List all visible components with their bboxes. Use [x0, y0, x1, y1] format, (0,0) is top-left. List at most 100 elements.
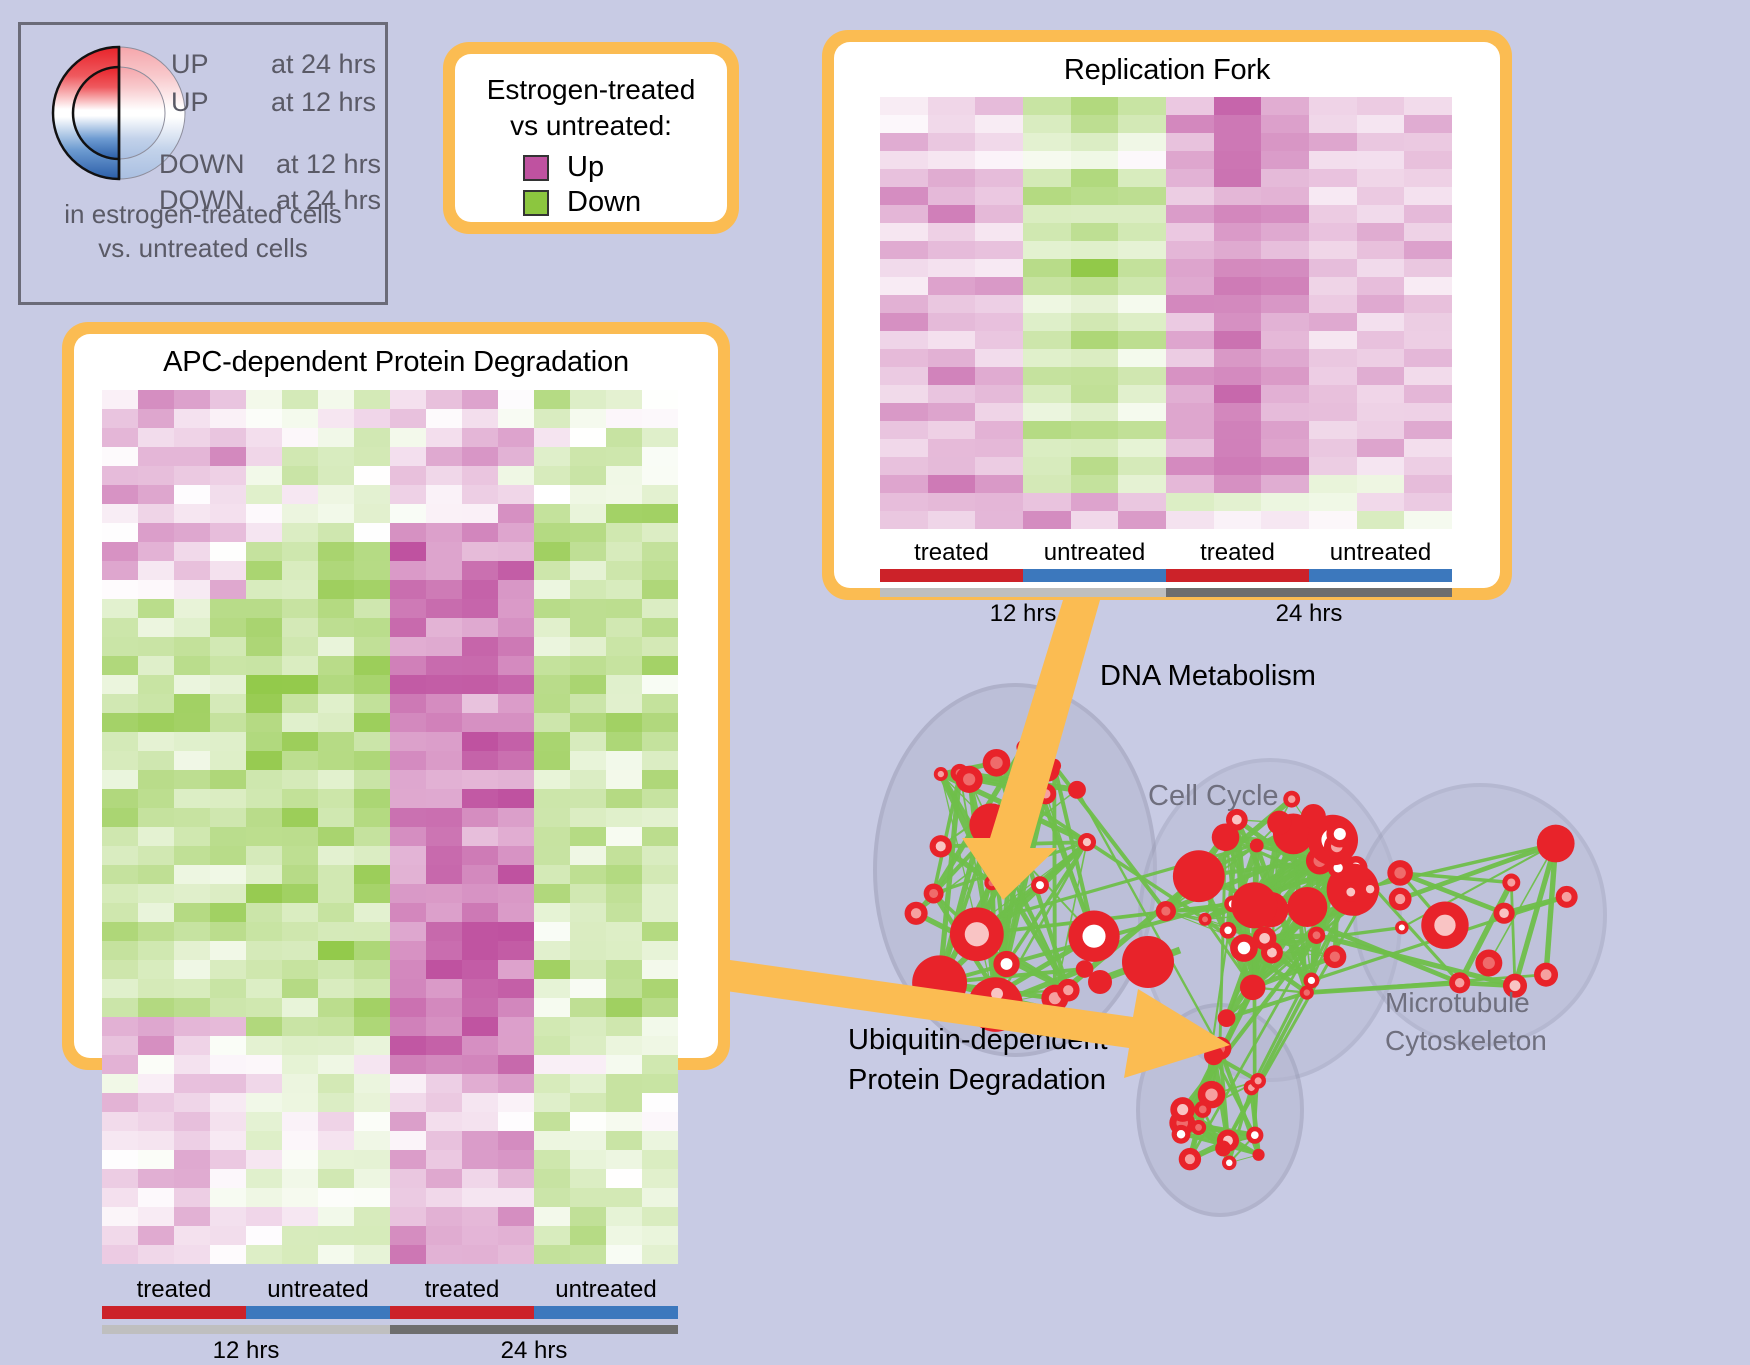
group-label-3: untreated: [1309, 539, 1452, 567]
heatmap-cell: [246, 998, 282, 1017]
heatmap-cell: [642, 447, 678, 466]
heatmap-cell: [606, 390, 642, 409]
heatmap-cell: [462, 751, 498, 770]
heatmap-cell: [1023, 223, 1071, 241]
heatmap-cell: [498, 485, 534, 504]
heatmap-cell: [174, 447, 210, 466]
heatmap-cell: [534, 865, 570, 884]
heatmap-cell: [354, 865, 390, 884]
heatmap-cell: [282, 884, 318, 903]
heatmap-cell: [138, 542, 174, 561]
heatmap-cell: [1118, 259, 1166, 277]
heatmap-cell: [498, 618, 534, 637]
cluster-label-dna-metabolism: DNA Metabolism: [1100, 660, 1316, 693]
heatmap-cell: [426, 846, 462, 865]
network-node-core: [1483, 957, 1495, 969]
heatmap-cell: [880, 241, 928, 259]
heatmap-cell: [880, 295, 928, 313]
heatmap-cell: [462, 409, 498, 428]
heatmap-cell: [102, 1017, 138, 1036]
updown-legend-panel: Estrogen-treated vs untreated: Up Down: [443, 42, 739, 234]
heatmap-cell: [138, 1226, 174, 1245]
heatmap-cell: [928, 367, 976, 385]
heatmap-cell: [1404, 187, 1452, 205]
heatmap-cell: [282, 656, 318, 675]
heatmap-cell: [282, 409, 318, 428]
heatmap-cell: [642, 1226, 678, 1245]
apc-degradation-inner: APC-dependent Protein Degradation treate…: [74, 334, 718, 1058]
heatmap-cell: [570, 998, 606, 1017]
key-label-up-24-time: at 24 hrs: [271, 49, 376, 80]
heatmap-cell: [354, 1112, 390, 1131]
heatmap-cell: [1118, 223, 1166, 241]
legend-item-up: Up: [523, 150, 727, 185]
heatmap-cell: [390, 789, 426, 808]
legend-title-line2: vs untreated:: [455, 108, 727, 144]
heatmap-cell: [1309, 475, 1357, 493]
heatmap-cell: [426, 903, 462, 922]
apc-time-bar-24: [390, 1325, 678, 1334]
legend-inner: Estrogen-treated vs untreated: Up Down: [455, 54, 727, 222]
heatmap-cell: [390, 1017, 426, 1036]
heatmap-cell: [1071, 223, 1119, 241]
heatmap-cell: [880, 511, 928, 529]
heatmap-cell: [282, 808, 318, 827]
heatmap-cell: [498, 466, 534, 485]
heatmap-cell: [570, 808, 606, 827]
heatmap-cell: [1214, 457, 1262, 475]
heatmap-cell: [642, 637, 678, 656]
heatmap-cell: [1071, 187, 1119, 205]
cluster-label-ubiquitin-line1: Ubiquitin-dependent: [848, 1020, 1108, 1060]
heatmap-cell: [246, 599, 282, 618]
heatmap-cell: [1071, 259, 1119, 277]
heatmap-cell: [880, 493, 928, 511]
heatmap-cell: [606, 960, 642, 979]
heatmap-cell: [318, 1112, 354, 1131]
heatmap-cell: [498, 561, 534, 580]
heatmap-cell: [390, 390, 426, 409]
heatmap-cell: [138, 561, 174, 580]
heatmap-cell: [498, 1169, 534, 1188]
heatmap-cell: [1357, 385, 1405, 403]
heatmap-cell: [642, 1017, 678, 1036]
heatmap-cell: [246, 618, 282, 637]
legend-swatch-down-icon: [523, 190, 549, 216]
heatmap-cell: [1261, 457, 1309, 475]
heatmap-cell: [138, 1093, 174, 1112]
apc-time-bar: [102, 1325, 678, 1334]
heatmap-cell: [1309, 115, 1357, 133]
heatmap-cell: [642, 409, 678, 428]
heatmap-cell: [1118, 421, 1166, 439]
heatmap-cell: [174, 808, 210, 827]
heatmap-cell: [570, 922, 606, 941]
heatmap-cell: [102, 523, 138, 542]
heatmap-cell: [975, 295, 1023, 313]
heatmap-cell: [534, 960, 570, 979]
heatmap-cell: [318, 523, 354, 542]
heatmap-cell: [1309, 385, 1357, 403]
heatmap-cell: [426, 409, 462, 428]
heatmap-cell: [282, 732, 318, 751]
heatmap-cell: [390, 960, 426, 979]
network-node-core: [1232, 815, 1242, 825]
heatmap-cell: [390, 504, 426, 523]
heatmap-cell: [174, 941, 210, 960]
heatmap-cell: [462, 789, 498, 808]
heatmap-cell: [102, 390, 138, 409]
heatmap-cell: [462, 1055, 498, 1074]
heatmap-cell: [390, 827, 426, 846]
heatmap-cell: [462, 941, 498, 960]
heatmap-cell: [880, 133, 928, 151]
network-node-core: [1161, 907, 1170, 916]
heatmap-cell: [642, 618, 678, 637]
heatmap-cell: [498, 523, 534, 542]
heatmap-cell: [570, 656, 606, 675]
heatmap-cell: [138, 637, 174, 656]
heatmap-cell: [1404, 259, 1452, 277]
heatmap-cell: [1309, 403, 1357, 421]
heatmap-cell: [1071, 133, 1119, 151]
heatmap-cell: [174, 1169, 210, 1188]
heatmap-cell: [138, 580, 174, 599]
heatmap-cell: [462, 485, 498, 504]
heatmap-cell: [1261, 295, 1309, 313]
